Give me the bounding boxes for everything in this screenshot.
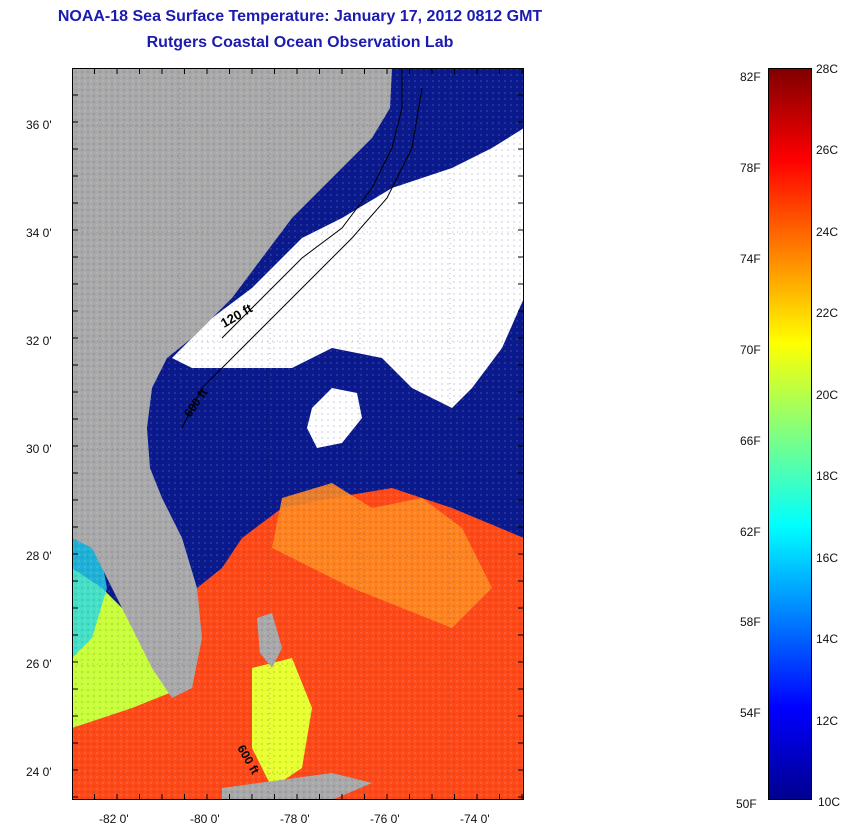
colorbar-label-f: 58F — [740, 615, 761, 629]
colorbar-label-f: 70F — [740, 343, 761, 357]
lat-tick-label: 34 0' — [26, 226, 52, 240]
colorbar-label-f: 62F — [740, 525, 761, 539]
page-subtitle: Rutgers Coastal Ocean Observation Lab — [146, 34, 454, 51]
colorbar-label-c: 14C — [816, 632, 839, 646]
lat-tick-label: 28 0' — [26, 549, 52, 563]
lon-tick-label: -78 0' — [280, 812, 310, 826]
temperature-colorbar — [768, 68, 812, 800]
colorbar-label-c: 20C — [816, 388, 839, 402]
page-title: NOAA-18 Sea Surface Temperature: January… — [57, 8, 543, 25]
lat-tick-label: 26 0' — [26, 657, 52, 671]
lon-tick-label: -82 0' — [99, 812, 129, 826]
lat-tick-label: 36 0' — [26, 118, 52, 132]
lat-tick-label: 24 0' — [26, 765, 52, 779]
lon-tick-label: -76 0' — [370, 812, 400, 826]
lon-tick-label: -80 0' — [190, 812, 220, 826]
colorbar-label-c: 12C — [816, 714, 839, 728]
colorbar-label-c: 16C — [816, 551, 839, 565]
contour-120ft — [221, 68, 403, 339]
colorbar-label-f: 50F — [736, 797, 757, 811]
colorbar-label-c: 28C — [816, 62, 839, 76]
colorbar-label-c: 26C — [816, 143, 839, 157]
colorbar-label-f: 74F — [740, 252, 761, 266]
colorbar-label-f: 82F — [740, 70, 761, 84]
colorbar-label-f: 54F — [740, 706, 761, 720]
contour-600ft — [181, 87, 423, 429]
lat-tick-label: 30 0' — [26, 442, 52, 456]
lat-tick-label: 32 0' — [26, 334, 52, 348]
colorbar-label-c: 24C — [816, 225, 839, 239]
colorbar-label-c: 22C — [816, 306, 839, 320]
colorbar-label-c: 18C — [816, 469, 839, 483]
lon-tick-label: -74 0' — [460, 812, 490, 826]
colorbar-label-c: 10C — [818, 795, 841, 809]
colorbar-label-f: 78F — [740, 161, 761, 175]
colorbar-label-f: 66F — [740, 434, 761, 448]
sst-map: 120 ft 600 ft 600 ft — [72, 68, 524, 800]
